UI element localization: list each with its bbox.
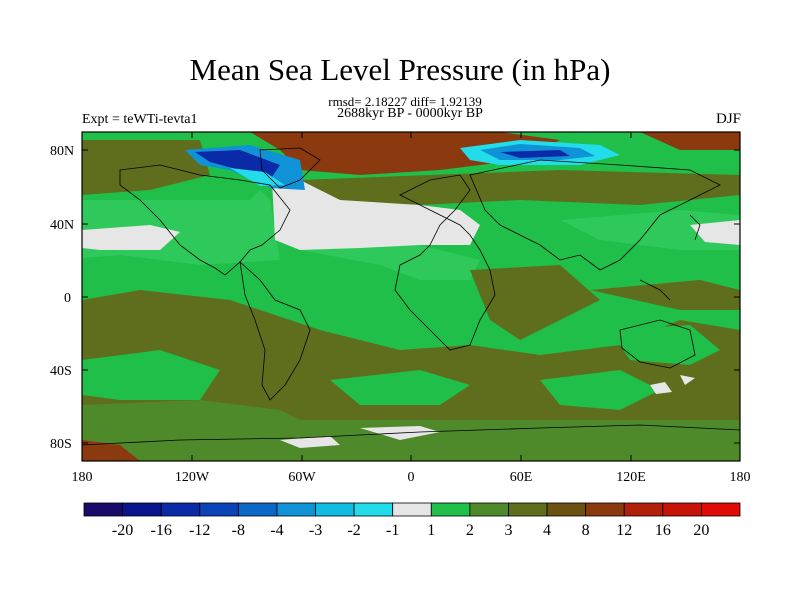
lon-label-60e: 60E [510, 470, 533, 485]
colorbar-swatch [392, 502, 432, 517]
colorbar-swatch [276, 502, 316, 517]
colorbar-tick-label: 2 [466, 522, 474, 539]
colorbar-tick-label: 4 [543, 522, 551, 539]
colorbar-tick-label: -4 [270, 522, 283, 539]
colorbar-tick-label: -1 [386, 522, 399, 539]
period-text: 2688kyr BP - 0000kyr BP [337, 106, 483, 121]
lon-label-120e: 120E [616, 470, 646, 485]
colorbar-swatch [315, 502, 355, 517]
colorbar-swatch [237, 502, 278, 517]
eurasia-anomaly [460, 140, 620, 165]
colorbar-swatch [160, 502, 201, 517]
greenland-anomaly [185, 145, 305, 190]
lon-ticks [191, 132, 632, 461]
colorbar-swatch [546, 502, 587, 517]
colorbar-swatch [585, 502, 625, 517]
lon-label-180w: 180 [72, 470, 93, 485]
lat-label-40s: 40S [50, 364, 72, 379]
dark-olive-south [82, 400, 740, 461]
lon-label-180e: 180 [730, 470, 751, 485]
plot-title: Mean Sea Level Pressure (in hPa) [189, 52, 611, 87]
colorbar-tick-label: -20 [112, 522, 133, 539]
colorbar-tick-label: -3 [309, 522, 322, 539]
colorbar-tick-label: -16 [151, 522, 172, 539]
colorbar-tick-label: 8 [582, 522, 590, 539]
colorbar-tick-label: -12 [189, 522, 210, 539]
brown-regions [82, 132, 740, 461]
colorbar-swatch [623, 502, 664, 517]
colorbar-tick-label: 1 [427, 522, 435, 539]
lon-axis: 180 120W 60W 0 60E 120E 180 [72, 470, 751, 485]
colorbar-tick-label: 16 [655, 522, 671, 539]
lat-label-40n: 40N [50, 218, 74, 233]
stats-text: rmsd= 2.18227 diff= 1.92139 [328, 94, 482, 109]
lat-label-0: 0 [64, 291, 71, 306]
coastlines [81, 147, 741, 446]
experiment-label: Expt = teWTi-tevta1 [82, 112, 198, 127]
colorbar-swatch [701, 502, 741, 517]
colorbar-labels: -20 -16 -12 -8 -4 -3 -2 -1 1 2 3 4 8 12 16 20 [112, 522, 709, 539]
colorbar-swatch [122, 502, 162, 517]
colorbar-tick-label: -2 [347, 522, 360, 539]
colorbar-swatch [430, 502, 471, 517]
lat-label-80n: 80N [50, 144, 74, 159]
colorbar-tick-label: 3 [504, 522, 512, 539]
lon-label-60w: 60W [288, 470, 316, 485]
grey-regions [82, 180, 740, 448]
colorbar-swatch [353, 502, 394, 517]
colorbar-swatch [662, 502, 702, 517]
lat-ticks [82, 149, 740, 444]
pressure-field [81, 132, 741, 461]
colorbar-swatch [199, 502, 239, 517]
lon-label-0: 0 [408, 470, 415, 485]
green-in-south [82, 325, 720, 410]
lat-label-80s: 80S [50, 437, 72, 452]
colorbar-tick-label: 12 [616, 522, 632, 539]
season-label: DJF [715, 111, 741, 127]
lat-axis: 80N 40N 0 40S 80S [50, 144, 74, 452]
colorbar-tick-label: -8 [232, 522, 245, 539]
lon-label-120w: 120W [175, 470, 210, 485]
colorbar-swatch [83, 502, 123, 517]
colorbar [83, 502, 741, 517]
colorbar-tick-label: 20 [693, 522, 709, 539]
colorbar-swatch [508, 502, 548, 517]
colorbar-swatch [469, 502, 509, 517]
